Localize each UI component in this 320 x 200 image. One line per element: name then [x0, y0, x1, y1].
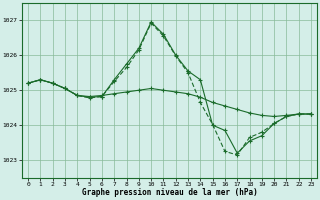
X-axis label: Graphe pression niveau de la mer (hPa): Graphe pression niveau de la mer (hPa) — [82, 188, 258, 197]
